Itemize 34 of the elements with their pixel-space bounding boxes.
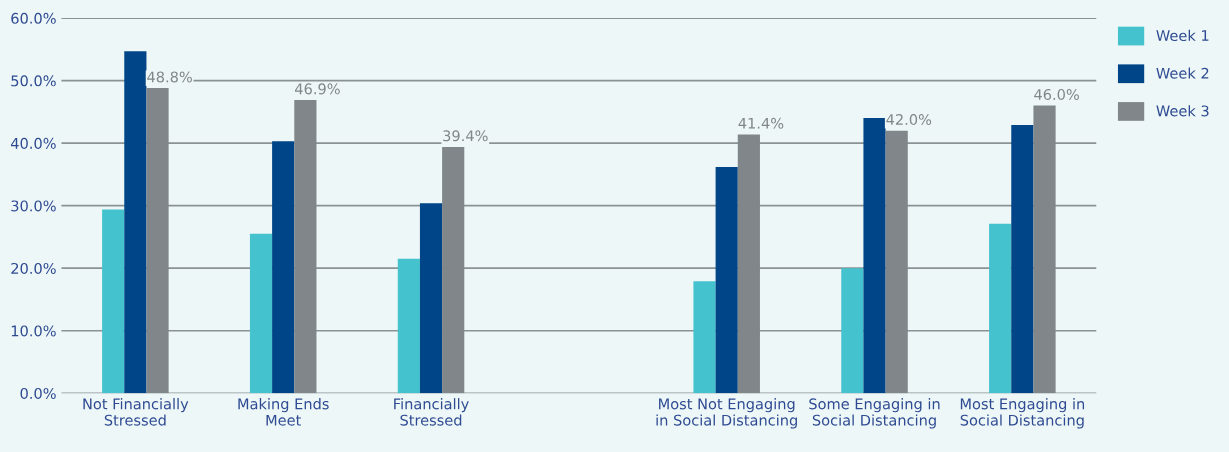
x-tick-label: Financially Stressed [394, 398, 469, 426]
x-tick-label: Most Engaging in Social Distancing [960, 398, 1085, 429]
bar [715, 166, 738, 394]
legend-label: Week 1 [1156, 29, 1209, 42]
x-tick-label: Not Financially Stressed [83, 398, 189, 426]
data-label: 46.9% [295, 83, 340, 95]
y-tick-label: 0.0% [20, 387, 56, 399]
data-label: 41.4% [738, 117, 784, 129]
x-tick-label: Making Ends Meet [238, 398, 329, 426]
y-tick-label: 60.0% [11, 12, 56, 24]
bar [124, 51, 147, 394]
data-label: 39.4% [443, 130, 488, 142]
bar [249, 233, 273, 394]
y-tick-label: 50.0% [11, 75, 56, 87]
legend-label: Week 2 [1156, 67, 1209, 79]
data-label: 42.0% [886, 113, 932, 126]
bar [841, 268, 864, 394]
bar [102, 209, 125, 394]
x-tick-label: Some Engaging in Social Distancing [809, 398, 940, 429]
y-tick-label: 30.0% [11, 200, 56, 212]
y-tick-label: 20.0% [11, 262, 56, 274]
data-label: 48.8% [147, 71, 192, 83]
bar [272, 141, 295, 394]
bar [397, 258, 420, 394]
x-tick-label: Most Not Engaging in Social Distancing [656, 398, 797, 429]
bar [693, 281, 716, 394]
legend-label: Week 3 [1156, 105, 1209, 117]
bar [989, 223, 1012, 394]
y-tick-label: 40.0% [10, 137, 56, 149]
bar [419, 203, 443, 394]
data-label: 46.0% [1034, 88, 1079, 101]
y-tick-label: 10.0% [11, 325, 56, 337]
bar [1011, 125, 1034, 394]
bar [863, 118, 886, 394]
